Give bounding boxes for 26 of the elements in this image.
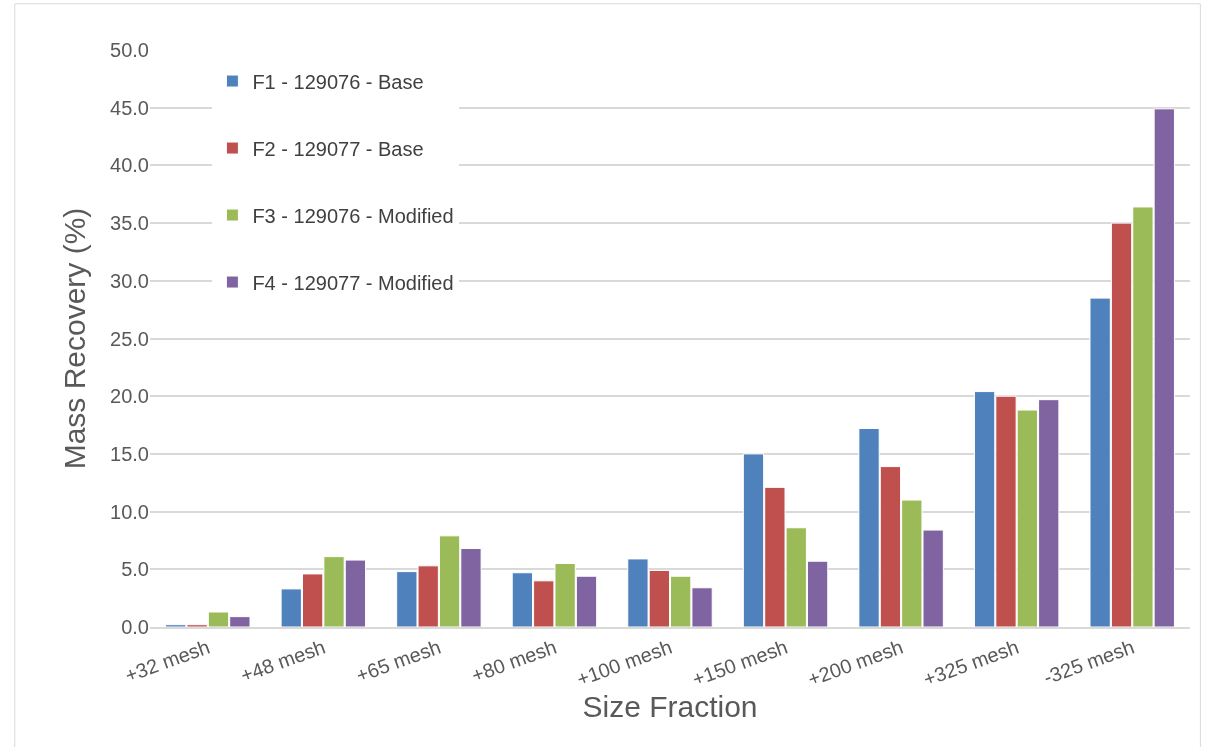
y-tick-label: 50.0: [110, 39, 149, 61]
y-tick-label: 20.0: [110, 385, 149, 408]
x-tick-label: +150 mesh: [689, 635, 791, 691]
y-tick-label: 35.0: [110, 212, 149, 235]
y-tick-label: 10.0: [110, 500, 149, 523]
x-tick-label: +32 mesh: [121, 635, 213, 687]
y-tick-label: 15.0: [110, 442, 149, 465]
legend-label: F4 - 129077 - Modified: [252, 271, 454, 294]
y-tick-label: 30.0: [110, 269, 149, 292]
y-tick-label: 40.0: [110, 154, 149, 177]
x-tick-label: +325 mesh: [920, 635, 1022, 691]
x-tick-label: +100 mesh: [573, 635, 675, 691]
x-tick-label: +48 mesh: [237, 635, 329, 687]
x-tick-label: +65 mesh: [353, 635, 444, 687]
y-tick-label: 5.0: [121, 558, 149, 581]
x-axis-title: Size Fraction: [582, 690, 758, 724]
y-axis-title: Mass Recovery (%): [58, 207, 92, 470]
legend-label: F1 - 129076 - Base: [252, 70, 424, 93]
y-tick-label: 45.0: [110, 96, 149, 119]
y-tick-label: 0.0: [121, 616, 149, 638]
x-tick-label: +200 mesh: [804, 635, 906, 691]
legend-label: F3 - 129076 - Modified: [252, 204, 454, 227]
legend-label: F2 - 129077 - Base: [252, 137, 424, 160]
x-tick-label: -325 mesh: [1040, 635, 1138, 689]
y-tick-label: 25.0: [110, 327, 149, 350]
x-tick-label: +80 mesh: [468, 635, 560, 687]
